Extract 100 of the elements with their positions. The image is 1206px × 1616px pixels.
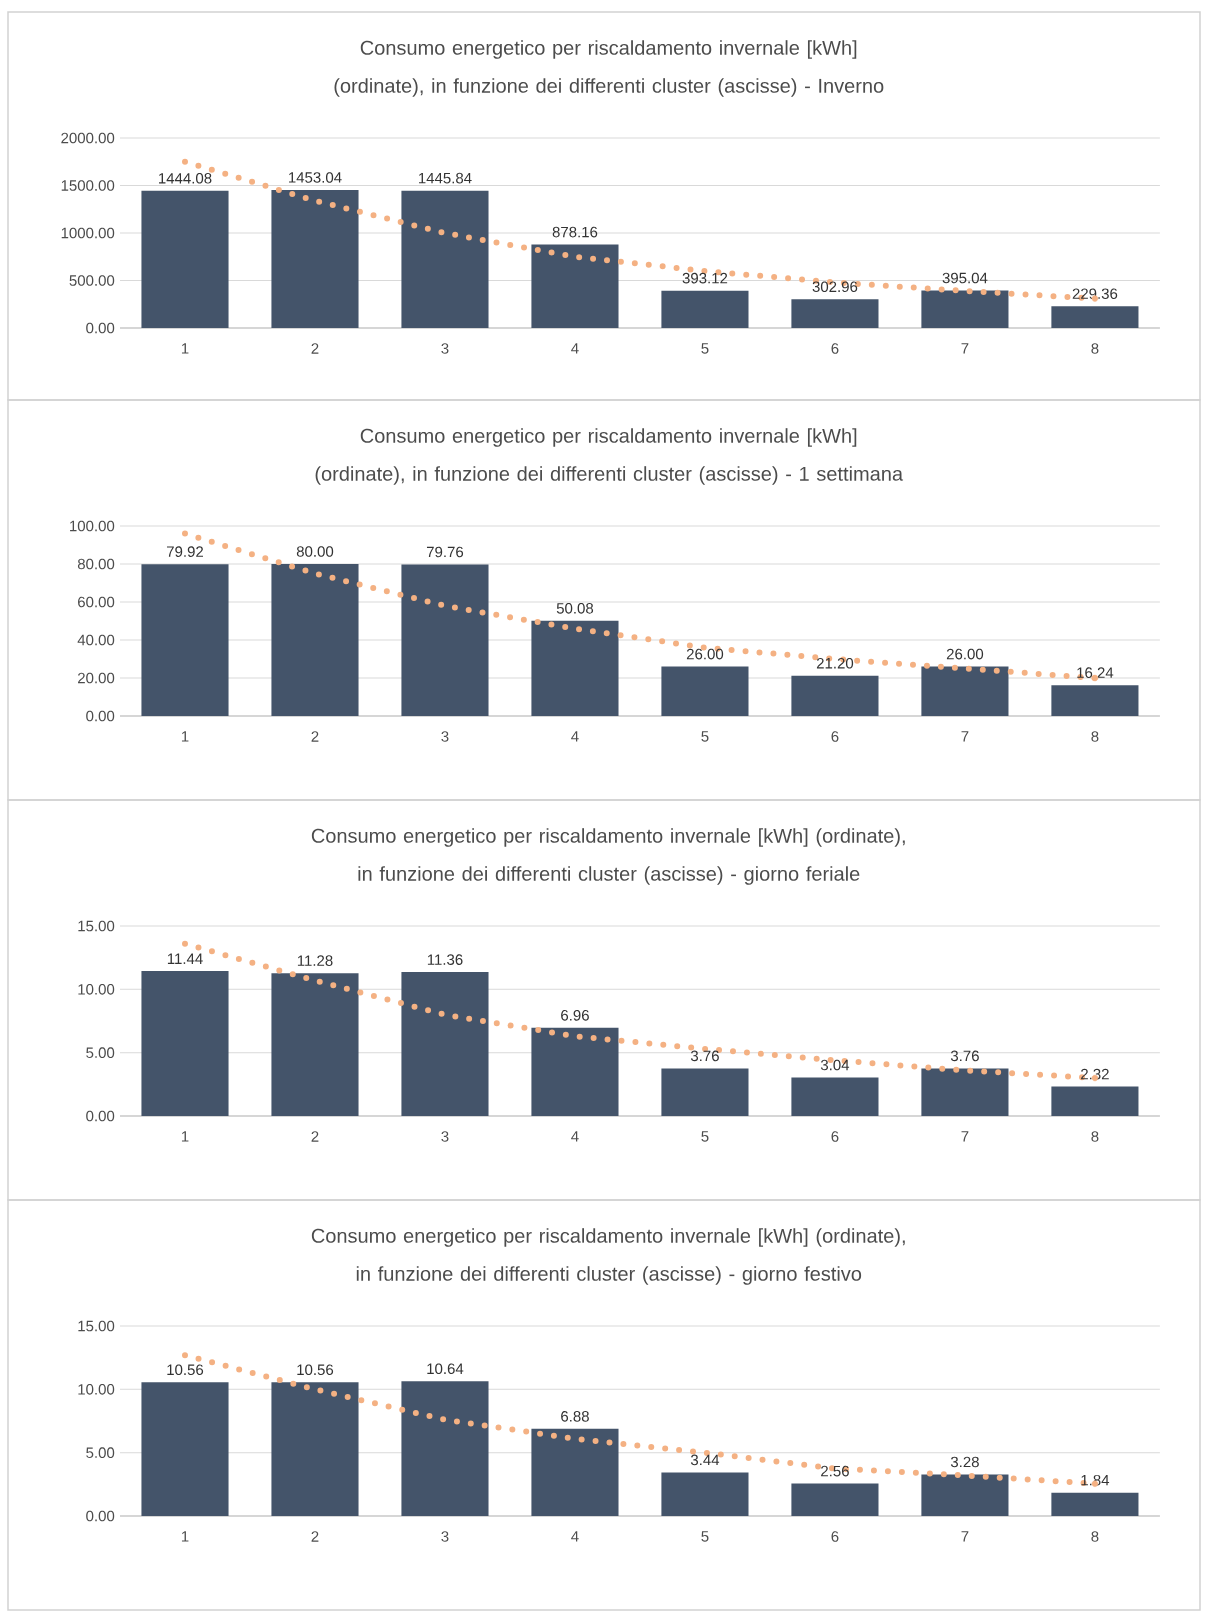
x-tick-label: 7	[961, 1131, 969, 1142]
data-label: 80.00	[296, 546, 334, 557]
y-tick-label: 100.00	[70, 520, 115, 532]
bar	[141, 564, 229, 717]
data-label: 3.44	[690, 1454, 720, 1466]
y-tick-label: 0.00	[86, 1110, 115, 1122]
x-tick-label: 7	[961, 343, 969, 354]
bar	[531, 620, 619, 717]
data-label: 302.96	[812, 281, 858, 293]
y-tick-label: 60.00	[78, 596, 115, 608]
chart-title: Consumo energetico per riscaldamento invernale [kWh] (ordinate), in funzione dei differenti cluster (ascisse) - giorno feriale	[311, 828, 905, 885]
bar	[791, 299, 879, 329]
bar	[791, 675, 879, 717]
x-tick-label: 3	[441, 343, 449, 354]
bar	[401, 1381, 489, 1517]
x-tick-label: 2	[311, 1131, 319, 1142]
data-label: 26.00	[686, 648, 724, 660]
data-label: 11.28	[297, 955, 333, 966]
x-tick-label: 2	[311, 1531, 319, 1542]
y-tick-label: 80.00	[77, 558, 115, 570]
x-tick-label: 4	[571, 1531, 579, 1542]
x-tick-label: 7	[961, 1531, 969, 1542]
x-tick-label: 5	[701, 1131, 709, 1142]
x-tick-label: 1	[181, 1531, 189, 1542]
bar	[271, 973, 359, 1117]
y-tick-label: 2000.00	[61, 132, 115, 144]
data-label: 11.36	[427, 954, 463, 965]
y-tick-label: 5.00	[86, 1047, 115, 1058]
bar	[1051, 306, 1139, 329]
data-label: 1444.08	[159, 173, 212, 184]
bar	[271, 564, 359, 717]
data-label: 10.64	[427, 1363, 464, 1375]
y-tick-label: 0.00	[86, 1510, 115, 1522]
y-tick-label: 1000.00	[61, 227, 115, 239]
x-tick-label: 8	[1091, 731, 1099, 742]
bar	[791, 1483, 879, 1517]
bar	[1051, 1086, 1139, 1117]
chart-title: Consumo energetico per riscaldamento invernale [kWh] (ordinate), in funzione dei differenti cluster (ascisse) - 1 settimana	[315, 428, 904, 485]
data-label: 10.56	[297, 1364, 334, 1376]
bar	[141, 971, 229, 1117]
data-label: 6.96	[561, 1010, 589, 1021]
data-label: 79.92	[166, 546, 204, 557]
bar	[921, 290, 1009, 329]
chart-title: Consumo energetico per riscaldamento invernale [kWh] (ordinate), in funzione dei differenti cluster (ascisse) - Inverno	[334, 40, 884, 97]
y-tick-label: 0.00	[86, 710, 115, 722]
bar	[661, 290, 749, 329]
bar	[661, 1472, 749, 1517]
data-label: 2.32	[1081, 1068, 1109, 1080]
bar	[401, 564, 489, 717]
bar	[661, 666, 749, 717]
x-tick-label: 3	[441, 1531, 449, 1542]
y-tick-label: 5.00	[86, 1447, 115, 1458]
y-tick-label: 10.00	[78, 1384, 115, 1395]
x-tick-label: 8	[1091, 1131, 1099, 1142]
y-tick-label: 15.00	[78, 1320, 115, 1332]
x-tick-label: 4	[571, 731, 579, 742]
data-label: 3.76	[950, 1050, 979, 1062]
chart-title: Consumo energetico per riscaldamento invernale [kWh] (ordinate), in funzione dei differenti cluster (ascisse) - giorno festivo	[311, 1228, 905, 1285]
x-tick-label: 1	[181, 731, 189, 742]
data-label: 26.00	[946, 648, 984, 660]
data-label: 878.16	[552, 226, 598, 238]
data-label: 2.56	[821, 1465, 849, 1477]
data-label: 393.12	[682, 272, 728, 284]
data-label: 10.56	[167, 1364, 204, 1376]
bar	[141, 190, 229, 329]
x-tick-label: 3	[441, 1131, 449, 1142]
bar	[401, 190, 489, 329]
y-tick-label: 500.00	[69, 275, 115, 286]
data-label: 3.28	[950, 1456, 979, 1468]
x-tick-label: 6	[831, 343, 839, 354]
bar	[531, 1027, 619, 1117]
bar	[921, 1068, 1009, 1117]
data-label: 11.44	[167, 953, 203, 964]
x-tick-label: 6	[831, 1531, 839, 1542]
x-tick-label: 7	[961, 731, 969, 742]
x-tick-label: 4	[571, 1131, 579, 1142]
bar	[271, 1382, 359, 1517]
x-tick-label: 5	[701, 343, 709, 354]
y-tick-label: 1500.00	[61, 180, 115, 191]
x-tick-label: 6	[831, 1131, 839, 1142]
bar	[531, 244, 619, 329]
bar	[531, 1428, 619, 1517]
data-label: 1445.84	[419, 172, 472, 184]
bar	[791, 1077, 879, 1117]
data-label: 395.04	[942, 272, 988, 284]
x-tick-label: 1	[181, 343, 189, 354]
x-tick-label: 2	[311, 731, 319, 742]
y-tick-label: 40.00	[77, 634, 115, 646]
bar	[401, 972, 489, 1117]
data-label: 16.24	[1077, 667, 1114, 678]
data-label: 229.36	[1072, 288, 1118, 300]
y-tick-label: 20.00	[78, 672, 115, 684]
x-tick-label: 3	[441, 731, 449, 742]
x-tick-label: 4	[571, 343, 579, 354]
data-label: 1453.04	[289, 172, 342, 183]
data-label: 3.76	[690, 1050, 719, 1062]
x-tick-label: 6	[831, 731, 839, 742]
x-tick-label: 5	[701, 1531, 709, 1542]
x-tick-label: 1	[181, 1131, 189, 1142]
bar	[271, 189, 359, 329]
